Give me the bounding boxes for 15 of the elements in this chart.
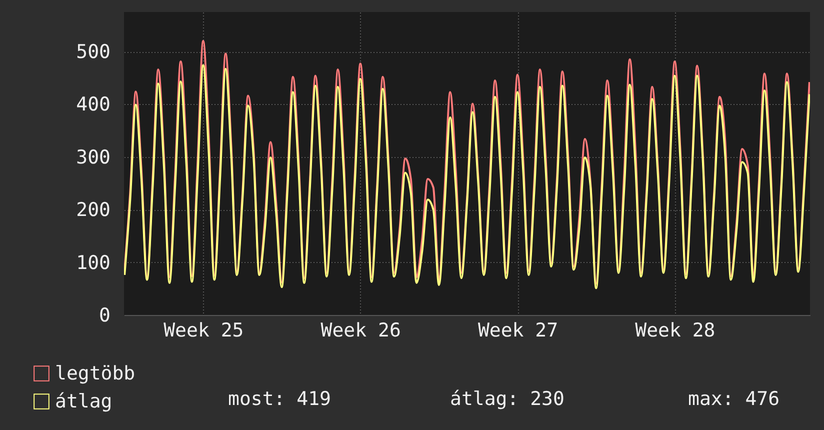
- y-tick-label: 100: [76, 252, 110, 274]
- y-tick-label: 300: [76, 146, 110, 168]
- legend-label: legtöbb: [55, 362, 136, 384]
- x-tick-label: Week 28: [635, 320, 716, 342]
- text: átlag: 230: [450, 388, 564, 410]
- y-tick-label: 400: [76, 94, 110, 116]
- x-tick-label: Week 26: [320, 320, 401, 342]
- legend-label: átlag: [55, 390, 112, 412]
- x-tick-label: Week 27: [478, 320, 558, 342]
- x-tick-label: Week 25: [164, 320, 244, 342]
- text: max: 476: [688, 388, 780, 410]
- y-tick-label: 500: [76, 41, 110, 64]
- y-tick-label: 200: [76, 199, 110, 222]
- y-tick-label: 0: [99, 304, 110, 326]
- text: most: 419: [228, 388, 331, 410]
